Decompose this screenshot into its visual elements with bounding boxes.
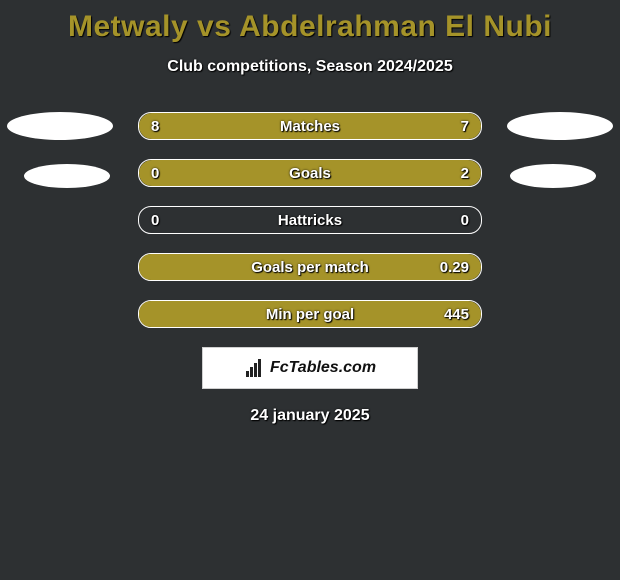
stat-row: Min per goal445 xyxy=(138,300,482,328)
stat-row: 0Goals2 xyxy=(138,159,482,187)
player-right-markers xyxy=(500,112,620,188)
stat-row: 8Matches7 xyxy=(138,112,482,140)
stat-value-right: 0.29 xyxy=(440,254,469,280)
stat-value-right: 445 xyxy=(444,301,469,327)
stat-label: Hattricks xyxy=(139,207,481,233)
stat-label: Matches xyxy=(139,113,481,139)
source-logo: FcTables.com xyxy=(202,347,418,389)
stat-value-right: 0 xyxy=(461,207,469,233)
comparison-card: Metwaly vs Abdelrahman El Nubi Club comp… xyxy=(0,0,620,580)
stat-value-right: 7 xyxy=(461,113,469,139)
source-name: FcTables.com xyxy=(270,359,376,377)
page-title: Metwaly vs Abdelrahman El Nubi xyxy=(0,0,620,44)
stat-value-right: 2 xyxy=(461,160,469,186)
snapshot-date: 24 january 2025 xyxy=(0,407,620,425)
bar-chart-icon xyxy=(244,359,266,377)
player-left-markers xyxy=(0,112,120,188)
stat-row: Goals per match0.29 xyxy=(138,253,482,281)
stat-label: Min per goal xyxy=(139,301,481,327)
stat-label: Goals per match xyxy=(139,254,481,280)
player-left-oval-2 xyxy=(24,164,110,188)
stat-bars: 8Matches70Goals20Hattricks0Goals per mat… xyxy=(138,112,482,328)
stat-row: 0Hattricks0 xyxy=(138,206,482,234)
subtitle: Club competitions, Season 2024/2025 xyxy=(0,58,620,76)
player-right-oval-1 xyxy=(507,112,613,140)
player-right-oval-2 xyxy=(510,164,596,188)
player-left-oval-1 xyxy=(7,112,113,140)
comparison-chart: 8Matches70Goals20Hattricks0Goals per mat… xyxy=(0,112,620,328)
stat-label: Goals xyxy=(139,160,481,186)
